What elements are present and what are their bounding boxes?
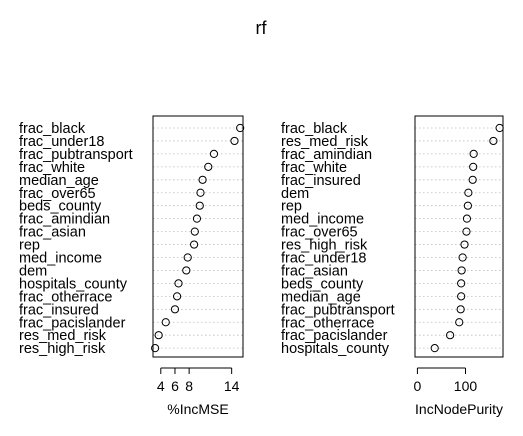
variable-label: median_age [281,289,361,305]
importance-point [198,175,207,184]
plot-frame [414,115,504,358]
importance-point [455,318,464,327]
variable-label: frac_amindian [19,212,110,228]
variable-label: frac_black [281,121,348,137]
importance-point [430,344,439,353]
importance-point [458,253,467,262]
variable-label: frac_otherrace [19,289,113,305]
importance-point [182,266,191,275]
importance-point [468,175,477,184]
x-tick-label: 14 [224,378,240,394]
importance-point [469,149,478,158]
variable-label: frac_insured [19,302,99,318]
variable-label: med_income [281,212,364,228]
importance-point [154,331,163,340]
importance-point [230,136,239,146]
variable-label: frac_otherrace [281,315,375,331]
variable-label: hospitals_county [281,341,390,357]
importance-point [456,305,465,314]
x-axis-label: %IncMSE [167,401,228,417]
importance-point [192,214,202,223]
importance-point [463,201,472,210]
importance-point [460,240,469,249]
x-tick-label: 4 [157,378,165,394]
variable-label: frac_over65 [19,186,96,202]
variable-label: med_income [19,251,102,267]
variable-label: beds_county [19,199,102,215]
variable-label: res_high_risk [281,238,368,254]
x-tick-label: 0 [414,378,422,394]
importance-point [462,227,471,236]
x-tick-label: 100 [454,378,478,394]
importance-point [196,188,205,197]
variable-label: dem [19,263,47,279]
variable-label: median_age [19,173,99,189]
variable-label: dem [281,186,309,202]
variable-label: frac_white [281,160,347,176]
importance-point [457,266,466,275]
importance-point [172,292,182,301]
variable-label: frac_pacislander [19,315,126,331]
x-tick-label: 6 [171,378,179,394]
importance-point [174,279,183,288]
variable-label: frac_insured [281,173,361,189]
importance-point [195,201,204,210]
variable-label: hospitals_county [19,276,128,292]
variable-label: beds_county [281,276,364,292]
variable-label: frac_under18 [281,251,366,267]
incmse-panel: frac_blackfrac_under18frac_pubtransportf… [19,115,245,417]
importance-point [462,214,472,223]
variable-label: rep [19,238,40,254]
importance-point [236,123,245,133]
importance-point [151,344,160,353]
variable-label: res_high_risk [19,341,106,357]
importance-point [489,136,498,146]
variable-label: frac_pubtransport [19,147,133,163]
importance-point [190,227,199,236]
importance-point [170,305,180,314]
variable-label: frac_pubtransport [281,302,395,318]
variable-label: frac_white [19,160,85,176]
importance-point [457,292,466,301]
importance-point [209,149,219,158]
variable-label: frac_pacislander [281,328,388,344]
importance-point [183,253,192,262]
figure-title: rf [256,18,268,38]
x-axis-label: IncNodePurity [415,401,503,417]
variable-label: frac_black [19,121,86,137]
variable-label: frac_asian [281,263,348,279]
plot-frame [152,115,244,358]
x-tick-label: 8 [185,378,193,394]
variable-label: res_med_risk [19,328,107,344]
importance-point [469,162,478,171]
variable-label: frac_amindian [281,147,372,163]
importance-point [190,240,199,249]
variable-label: frac_over65 [281,225,358,241]
importance-point [446,331,455,340]
variable-label: frac_asian [19,225,86,241]
importance-point [204,162,213,171]
incnodepurity-panel: frac_blackres_med_riskfrac_amindianfrac_… [281,115,504,417]
variable-label: rep [281,199,302,215]
importance-point [161,318,170,327]
variable-label: res_med_risk [281,134,369,150]
variable-label: frac_under18 [19,134,104,150]
importance-point [457,279,466,288]
importance-point [464,188,473,197]
